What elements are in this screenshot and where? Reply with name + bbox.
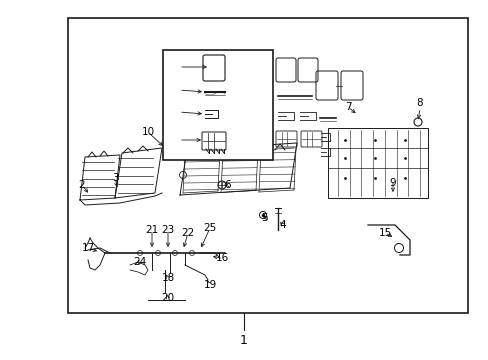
Text: 4: 4 (279, 220, 286, 230)
Text: 13: 13 (172, 107, 185, 117)
Text: 9: 9 (389, 178, 395, 188)
Text: 11: 11 (172, 62, 185, 72)
Text: 8: 8 (416, 98, 423, 108)
Text: 12: 12 (172, 85, 185, 95)
Text: 17: 17 (81, 243, 95, 253)
Bar (163, 50, 272, 160)
Bar (327, 128, 427, 198)
Text: 15: 15 (378, 228, 391, 238)
Text: 2: 2 (79, 180, 85, 190)
Text: 24: 24 (133, 257, 146, 267)
Text: 18: 18 (161, 273, 174, 283)
Text: 23: 23 (161, 225, 174, 235)
Text: 16: 16 (215, 253, 228, 263)
Text: 25: 25 (203, 223, 216, 233)
Text: 21: 21 (145, 225, 158, 235)
Text: 7: 7 (344, 102, 350, 112)
Text: 22: 22 (181, 228, 194, 238)
Bar (68, 18, 467, 313)
Text: 1: 1 (240, 333, 247, 346)
Text: 19: 19 (203, 280, 216, 290)
Text: 10: 10 (141, 127, 154, 137)
Text: 20: 20 (161, 293, 174, 303)
Text: 14: 14 (172, 135, 185, 145)
Text: 5: 5 (261, 213, 268, 223)
Text: 3: 3 (111, 173, 118, 183)
Text: 6: 6 (224, 180, 231, 190)
